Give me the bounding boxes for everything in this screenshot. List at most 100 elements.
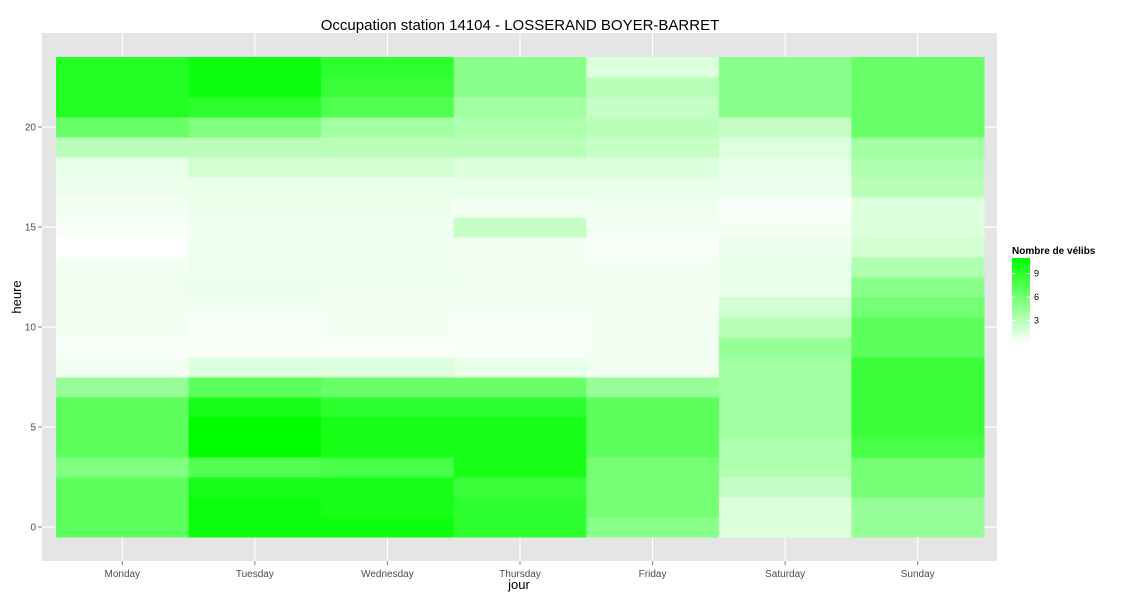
heatmap-cell — [718, 497, 852, 518]
heatmap-cell — [586, 237, 720, 258]
heatmap-cell — [453, 257, 587, 278]
heatmap-cell — [718, 97, 852, 118]
heatmap-cell — [586, 77, 720, 98]
heatmap-cell — [586, 117, 720, 138]
heatmap-cell — [56, 457, 190, 478]
heatmap-cell — [188, 357, 322, 378]
heatmap-cell — [718, 437, 852, 458]
heatmap-cell — [188, 197, 322, 218]
heatmap-cell — [718, 297, 852, 318]
heatmap-cell — [56, 337, 190, 358]
heatmap-cell — [586, 277, 720, 298]
x-tick-label: Wednesday — [361, 569, 414, 580]
heatmap-cell — [453, 237, 587, 258]
heatmap-cell — [321, 137, 455, 158]
heatmap-cell — [851, 57, 985, 78]
heatmap-cell — [453, 77, 587, 98]
heatmap-cell — [453, 517, 587, 538]
heatmap-cell — [188, 77, 322, 98]
heatmap-cell — [851, 117, 985, 138]
heatmap-cell — [718, 377, 852, 398]
heatmap-cell — [188, 137, 322, 158]
heatmap-cell — [851, 137, 985, 158]
heatmap-cell — [188, 317, 322, 338]
heatmap-cell — [56, 517, 190, 538]
heatmap-cell — [56, 297, 190, 318]
legend-tick-label: 6 — [1034, 292, 1039, 302]
heatmap-cell — [321, 97, 455, 118]
x-axis: Monday Tuesday Wednesday Thursday Friday Satu… — [104, 561, 935, 580]
heatmap-cell — [453, 317, 587, 338]
heatmap-cell — [321, 257, 455, 278]
heatmap-cell — [586, 257, 720, 278]
color-legend: Nombre de vélibs 3 6 9 — [1012, 246, 1096, 344]
heatmap-cell — [586, 317, 720, 338]
y-tick-label: 15 — [25, 223, 37, 234]
heatmap-cell — [56, 157, 190, 178]
y-axis-title: heure — [9, 280, 24, 313]
x-tick-label: Friday — [639, 569, 667, 580]
heatmap-cell — [56, 317, 190, 338]
heatmap-cell — [718, 77, 852, 98]
heatmap-cell — [718, 317, 852, 338]
heatmap-cell — [718, 477, 852, 498]
heatmap-cell — [453, 137, 587, 158]
heatmap-cell — [321, 417, 455, 438]
heatmap-cell — [586, 337, 720, 358]
heatmap-cell — [453, 277, 587, 298]
heatmap-cell — [321, 177, 455, 198]
y-tick-label: 5 — [30, 423, 36, 434]
heatmap-cell — [188, 117, 322, 138]
heatmap-cell — [453, 337, 587, 358]
heatmap-cell — [56, 357, 190, 378]
heatmap-cell — [851, 417, 985, 438]
legend-title: Nombre de vélibs — [1012, 246, 1096, 257]
heatmap-cell — [188, 377, 322, 398]
heatmap-cell — [851, 517, 985, 538]
heatmap-cell — [453, 417, 587, 438]
heatmap-cell — [718, 357, 852, 378]
legend-ticks: 3 6 9 — [1012, 269, 1039, 326]
heatmap-cell — [586, 377, 720, 398]
heatmap-cell — [453, 477, 587, 498]
heatmap-cell — [321, 337, 455, 358]
heatmap-cell — [851, 357, 985, 378]
heatmap-cell — [851, 397, 985, 418]
heatmap-cell — [188, 497, 322, 518]
heatmap-cell — [321, 397, 455, 418]
heatmap-cell — [586, 177, 720, 198]
heatmap-cell — [453, 157, 587, 178]
heatmap-cell — [586, 417, 720, 438]
heatmap-cell — [586, 217, 720, 238]
heatmap-cell — [718, 517, 852, 538]
heatmap-cell — [56, 237, 190, 258]
heatmap-cell — [851, 237, 985, 258]
legend-tick-label: 3 — [1034, 316, 1039, 326]
heatmap-cell — [321, 497, 455, 518]
heatmap-cell — [851, 157, 985, 178]
heatmap-cell — [718, 237, 852, 258]
x-tick-label: Tuesday — [236, 569, 274, 580]
heatmap-cell — [586, 477, 720, 498]
heatmap-cell — [851, 457, 985, 478]
x-tick-label: Sunday — [901, 569, 935, 580]
heatmap-cell — [188, 437, 322, 458]
legend-colorbar — [1012, 258, 1030, 344]
heatmap-cell — [188, 397, 322, 418]
heatmap-cell — [586, 97, 720, 118]
heatmap-cell — [56, 217, 190, 238]
heatmap-cell — [851, 437, 985, 458]
heatmap-cell — [321, 77, 455, 98]
heatmap-cell — [188, 57, 322, 78]
heatmap-cell — [453, 117, 587, 138]
heatmap-cell — [321, 57, 455, 78]
heatmap-cell — [851, 197, 985, 218]
heatmap-cell — [586, 497, 720, 518]
heatmap-cell — [851, 217, 985, 238]
heatmap-cell — [188, 337, 322, 358]
heatmap-cell — [188, 457, 322, 478]
heatmap-cell — [56, 377, 190, 398]
heatmap-cell — [56, 257, 190, 278]
heatmap-cell — [321, 457, 455, 478]
heatmap-cell — [851, 317, 985, 338]
